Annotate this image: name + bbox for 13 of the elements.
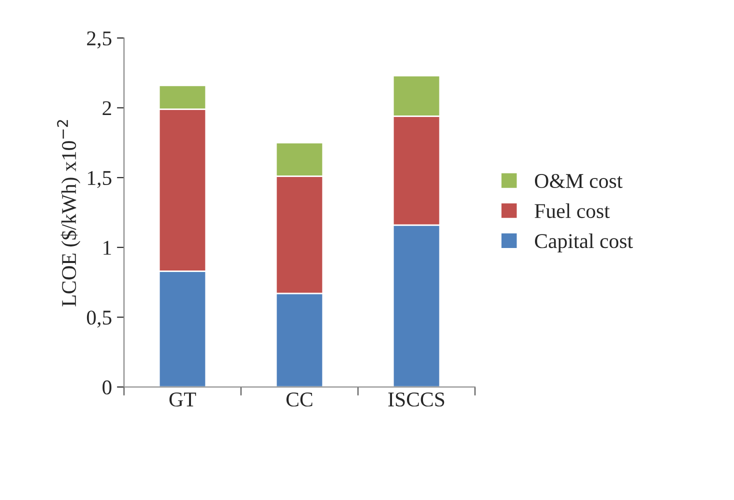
- legend-label: O&M cost: [534, 174, 623, 188]
- y-tick-label: 1,5: [88, 171, 112, 188]
- y-tick-label: 2: [102, 101, 112, 116]
- x-tick-label: GT: [169, 392, 196, 407]
- legend-label: Capital cost: [534, 233, 633, 252]
- y-axis-title: LCOE ($/kWh) x10$^{−2}$: [57, 120, 80, 306]
- x-tick-label: CC: [286, 392, 312, 407]
- y-tick-label: 0: [102, 380, 112, 394]
- y-tick-label: 2,5: [87, 31, 112, 48]
- y-tick-label: 1: [104, 240, 111, 255]
- y-tick-label: 0,5: [86, 310, 112, 328]
- legend-label: Fuel cost: [534, 203, 610, 218]
- x-tick-label: ISCCS: [388, 392, 444, 407]
